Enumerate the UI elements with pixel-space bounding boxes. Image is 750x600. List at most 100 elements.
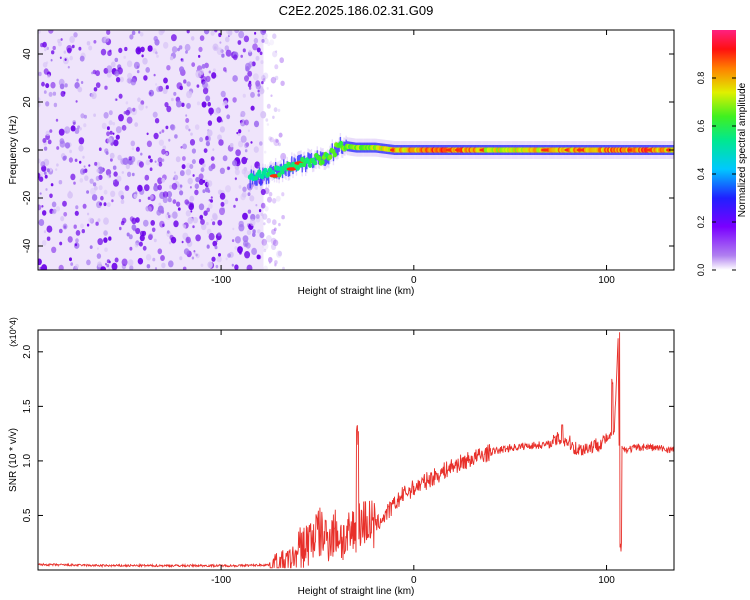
noise-blob — [235, 197, 239, 202]
noise-blob — [113, 171, 118, 177]
noise-blob — [260, 60, 264, 65]
noise-blob — [51, 246, 57, 253]
noise-blob — [100, 195, 104, 201]
noise-blob — [40, 161, 46, 168]
noise-blob — [49, 193, 53, 199]
noise-blob — [103, 229, 108, 236]
colorbar-tick-label: 0.2 — [696, 216, 706, 229]
noise-blob — [224, 199, 229, 205]
noise-blob — [204, 186, 210, 193]
noise-blob — [112, 132, 115, 135]
noise-blob — [144, 174, 150, 181]
noise-blob — [80, 168, 86, 175]
noise-blob — [123, 111, 127, 115]
noise-blob — [48, 30, 54, 34]
noise-blob — [240, 121, 244, 125]
noise-blob — [233, 204, 236, 208]
noise-blob — [268, 191, 273, 197]
noise-blob — [253, 73, 259, 81]
noise-blob — [174, 134, 178, 139]
noise-blob — [120, 199, 125, 204]
noise-blob — [222, 207, 225, 211]
noise-blob — [211, 256, 216, 262]
noise-blob — [140, 152, 143, 156]
noise-blob — [199, 215, 204, 221]
noise-blob — [171, 211, 178, 219]
noise-blob — [225, 49, 232, 57]
noise-blob — [275, 195, 281, 202]
noise-blob — [237, 40, 242, 45]
noise-blob — [79, 127, 82, 131]
noise-blob — [189, 202, 194, 208]
noise-blob — [270, 237, 277, 245]
noise-blob — [83, 165, 86, 168]
noise-blob — [161, 262, 166, 269]
noise-blob — [208, 70, 211, 74]
track-band — [296, 155, 299, 166]
noise-blob — [108, 236, 112, 241]
noise-blob — [69, 149, 72, 154]
noise-blob — [64, 142, 71, 149]
noise-blob — [272, 33, 277, 39]
noise-blob — [125, 109, 130, 116]
noise-blob — [162, 196, 168, 204]
noise-blob — [255, 82, 261, 90]
noise-blob — [252, 43, 258, 51]
noise-blob — [101, 122, 107, 130]
noise-blob — [219, 167, 225, 174]
noise-blob — [178, 45, 183, 50]
colorbar-tick-label: 0.4 — [696, 168, 706, 181]
noise-blob — [129, 265, 134, 270]
noise-blob — [253, 120, 260, 128]
noise-blob — [207, 180, 213, 187]
noise-blob — [205, 141, 210, 147]
noise-blob — [185, 124, 189, 130]
noise-blob — [130, 160, 134, 165]
noise-blob — [104, 85, 108, 90]
noise-blob — [93, 40, 97, 44]
noise-blob — [259, 51, 263, 56]
noise-blob — [205, 75, 211, 83]
noise-blob — [45, 83, 50, 89]
noise-blob — [50, 183, 54, 187]
noise-blob — [59, 56, 62, 60]
noise-blob — [111, 262, 118, 270]
noise-blob — [146, 140, 152, 148]
track-core — [267, 167, 273, 173]
noise-blob — [200, 167, 205, 173]
noise-blob — [76, 78, 79, 82]
noise-blob — [43, 171, 47, 175]
noise-blob — [216, 47, 223, 55]
noise-blob — [238, 30, 245, 39]
noise-blob — [193, 252, 196, 255]
noise-blob — [257, 229, 261, 234]
noise-blob — [97, 238, 103, 246]
track-core — [263, 167, 268, 173]
noise-blob — [96, 253, 102, 259]
noise-blob — [274, 260, 278, 265]
noise-blob — [106, 126, 110, 131]
noise-blob — [179, 170, 185, 177]
noise-blob — [202, 163, 206, 168]
noise-blob — [207, 261, 213, 269]
noise-blob — [108, 267, 111, 270]
noise-blob — [253, 146, 259, 153]
noise-blob — [272, 50, 278, 58]
noise-blob — [181, 102, 185, 108]
noise-blob — [146, 132, 149, 136]
noise-blob — [137, 97, 141, 102]
noise-blob — [248, 61, 254, 68]
noise-blob — [59, 138, 65, 145]
noise-blob — [216, 256, 222, 263]
noise-blob — [162, 191, 169, 198]
noise-blob — [151, 227, 156, 233]
noise-blob — [272, 115, 275, 120]
noise-blob — [225, 257, 228, 261]
noise-blob — [94, 186, 98, 191]
noise-blob — [201, 223, 207, 231]
noise-blob — [242, 212, 248, 220]
noise-blob — [242, 186, 247, 193]
noise-blob — [137, 257, 144, 265]
track-band — [337, 145, 339, 156]
track-band — [261, 175, 263, 186]
